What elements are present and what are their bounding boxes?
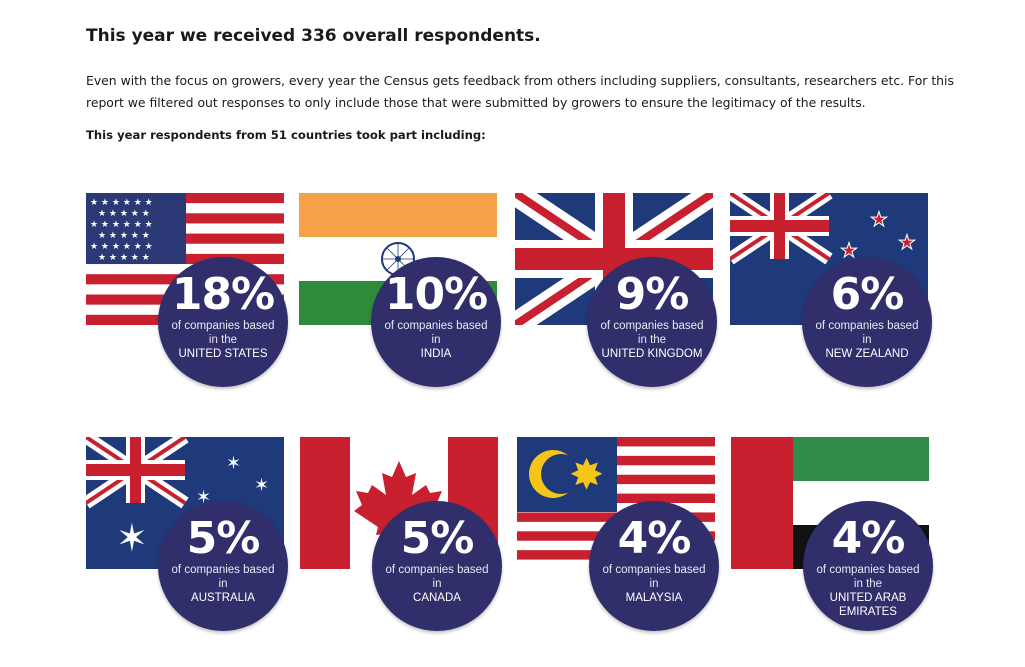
intro-paragraph: Even with the focus on growers, every ye… bbox=[86, 73, 954, 110]
country-card-canada: 5% of companies based in CANADA bbox=[300, 437, 520, 667]
percent-value: 5% bbox=[400, 513, 475, 564]
svg-text:✶: ✶ bbox=[116, 516, 148, 560]
country-name: AUSTRALIA bbox=[191, 592, 255, 604]
svg-text:★ ★ ★ ★ ★: ★ ★ ★ ★ ★ bbox=[98, 253, 150, 263]
badge-caption: of companies based in the bbox=[816, 564, 920, 590]
percent-value: 9% bbox=[615, 269, 690, 320]
percent-value: 4% bbox=[617, 513, 692, 564]
percent-value: 18% bbox=[171, 269, 275, 320]
badge-caption: of companies based in bbox=[384, 320, 488, 346]
percent-value: 4% bbox=[831, 513, 906, 564]
country-card-australia: ✶ ✶ ✶ ✶ ✶ 5% of companies based in AUSTR… bbox=[86, 437, 306, 667]
percent-badge: 18% of companies based in the UNITED STA… bbox=[158, 257, 288, 387]
svg-text:★ ★ ★ ★ ★ ★: ★ ★ ★ ★ ★ ★ bbox=[90, 220, 153, 230]
country-card-india: 10% of companies based in INDIA bbox=[299, 193, 519, 423]
country-card-new-zealand: ★ ★ ★ ★ 6% of companies based in NEW ZEA… bbox=[730, 193, 950, 423]
svg-text:★ ★ ★ ★ ★ ★: ★ ★ ★ ★ ★ ★ bbox=[90, 198, 153, 208]
country-card-malaysia: ✸ 4% of companies based in MALAYSIA bbox=[517, 437, 737, 667]
country-name: INDIA bbox=[420, 348, 452, 360]
badge-caption: of companies based in the bbox=[171, 320, 275, 346]
badge-caption: of companies based in bbox=[171, 564, 275, 590]
percent-badge: 9% of companies based in the UNITED KING… bbox=[587, 257, 717, 387]
page-title: This year we received 336 overall respon… bbox=[86, 26, 541, 46]
badge-caption: of companies based in the bbox=[600, 320, 704, 346]
country-name: UNITED ARAB EMIRATES bbox=[829, 592, 907, 618]
percent-value: 6% bbox=[830, 269, 905, 320]
percent-badge: 10% of companies based in INDIA bbox=[371, 257, 501, 387]
badge-caption: of companies based in bbox=[385, 564, 489, 590]
percent-value: 10% bbox=[384, 269, 488, 320]
svg-text:★ ★ ★ ★ ★: ★ ★ ★ ★ ★ bbox=[98, 231, 150, 241]
country-name: UNITED STATES bbox=[178, 348, 268, 360]
country-name: UNITED KINGDOM bbox=[601, 348, 703, 360]
country-name: CANADA bbox=[413, 592, 461, 604]
percent-badge: 5% of companies based in AUSTRALIA bbox=[158, 501, 288, 631]
country-card-united-arab-emirates: 4% of companies based in the UNITED ARAB… bbox=[731, 437, 951, 667]
svg-text:✶: ✶ bbox=[254, 475, 269, 496]
badge-caption: of companies based in bbox=[815, 320, 919, 346]
svg-text:✸: ✸ bbox=[569, 450, 604, 499]
percent-badge: 4% of companies based in MALAYSIA bbox=[589, 501, 719, 631]
percent-badge: 6% of companies based in NEW ZEALAND bbox=[802, 257, 932, 387]
percent-value: 5% bbox=[186, 513, 261, 564]
svg-text:★: ★ bbox=[840, 238, 858, 262]
country-card-united-kingdom: 9% of companies based in the UNITED KING… bbox=[515, 193, 735, 423]
country-card-united-states: ★ ★ ★ ★ ★ ★ ★ ★ ★ ★ ★ ★ ★ ★ ★ ★ ★ ★ ★ ★ … bbox=[86, 193, 306, 423]
countries-subheading: This year respondents from 51 countries … bbox=[86, 128, 486, 142]
country-name: NEW ZEALAND bbox=[825, 348, 909, 360]
svg-text:★: ★ bbox=[870, 207, 888, 231]
svg-text:✶: ✶ bbox=[226, 453, 241, 474]
country-name: MALAYSIA bbox=[625, 592, 683, 604]
percent-badge: 4% of companies based in the UNITED ARAB… bbox=[803, 501, 933, 631]
badge-caption: of companies based in bbox=[602, 564, 706, 590]
percent-badge: 5% of companies based in CANADA bbox=[372, 501, 502, 631]
svg-text:★ ★ ★ ★ ★ ★: ★ ★ ★ ★ ★ ★ bbox=[90, 242, 153, 252]
svg-text:★: ★ bbox=[898, 230, 916, 254]
svg-text:★ ★ ★ ★ ★: ★ ★ ★ ★ ★ bbox=[98, 209, 150, 219]
